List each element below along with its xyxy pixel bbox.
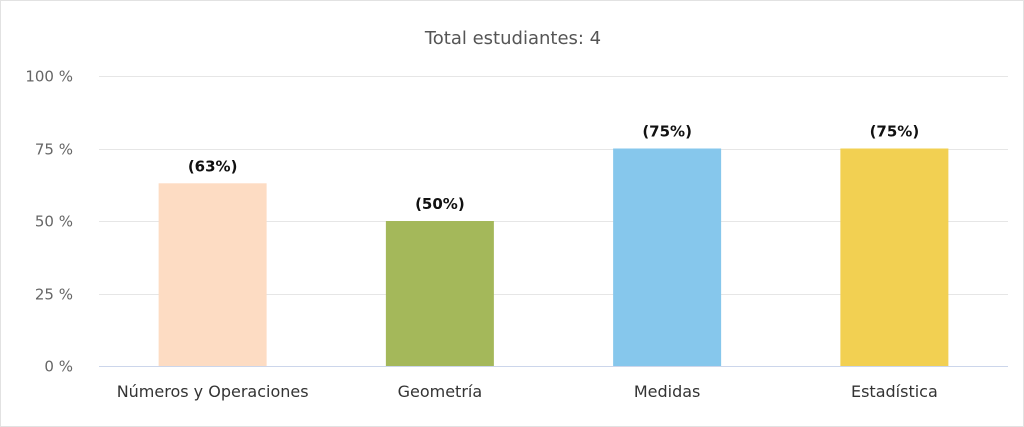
data-label: (50%) xyxy=(415,195,465,213)
x-tick-label: Medidas xyxy=(634,382,701,401)
data-labels: (63%) (50%) (75%) (75%) xyxy=(188,123,919,214)
bar xyxy=(840,148,949,366)
x-tick-label: Geometría xyxy=(398,382,483,401)
bar xyxy=(613,148,722,366)
x-tick-label: Números y Operaciones xyxy=(117,382,309,401)
y-tick-label: 50 % xyxy=(35,213,73,231)
y-tick-label: 75 % xyxy=(35,141,73,159)
data-label: (75%) xyxy=(870,123,920,141)
bars xyxy=(158,148,949,366)
y-axis-labels: 0 % 25 % 50 % 75 % 100 % xyxy=(25,68,73,376)
y-tick-label: 25 % xyxy=(35,286,73,304)
bar xyxy=(385,221,494,366)
x-tick-label: Estadística xyxy=(851,382,938,401)
bar xyxy=(158,183,267,366)
y-tick-label: 100 % xyxy=(25,68,73,86)
data-label: (75%) xyxy=(642,123,692,141)
y-tick-label: 0 % xyxy=(44,358,73,376)
data-label: (63%) xyxy=(188,157,238,175)
x-axis-labels: Números y Operaciones Geometría Medidas Est… xyxy=(117,382,938,401)
chart-title: Total estudiantes: 4 xyxy=(424,28,601,49)
